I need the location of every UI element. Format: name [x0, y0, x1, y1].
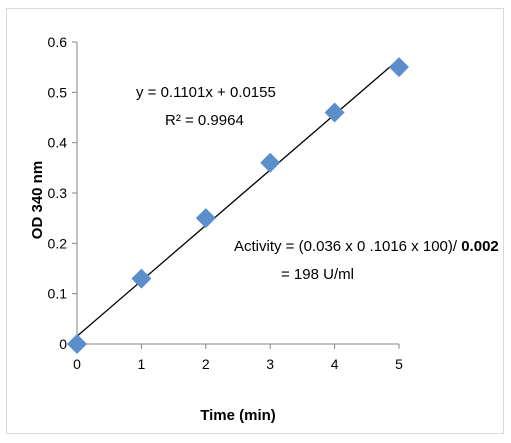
y-tick-label: 0.2	[48, 235, 68, 251]
y-tick-label: 0.1	[48, 286, 68, 302]
tick-labels: 0 0.1 0.2 0.3 0.4 0.5 0.6 0 1 2 3 4 5	[48, 34, 404, 372]
trendline	[76, 58, 400, 337]
activity-formula: Activity = (0.036 x 0 .1016 x 100)/ 0.00…	[234, 238, 499, 255]
x-tick-label: 3	[266, 356, 274, 372]
y-tick-label: 0.5	[48, 84, 68, 100]
x-tick-label: 5	[395, 356, 403, 372]
y-tick-label: 0.3	[48, 185, 68, 201]
y-tick-label: 0.4	[48, 135, 68, 151]
chart-frame	[6, 8, 504, 434]
activity-result: = 198 U/ml	[281, 266, 354, 283]
data-point	[324, 102, 345, 123]
y-axis-label: OD 340 nm	[29, 161, 46, 239]
activity-formula-text: Activity = (0.036 x 0 .1016 x 100)/	[234, 238, 461, 255]
trendline-layer	[76, 58, 400, 337]
data-point	[195, 208, 216, 229]
x-tick-label: 2	[202, 356, 210, 372]
trendline-equation: y = 0.1101x + 0.0155	[136, 84, 276, 101]
x-axis-label: Time (min)	[200, 407, 276, 424]
data-point	[67, 334, 87, 354]
x-tick-label: 1	[138, 356, 146, 372]
data-point	[260, 152, 281, 173]
y-tick-label: 0	[59, 336, 67, 352]
x-tick-label: 4	[331, 356, 339, 372]
r-squared-label: R² = 0.9964	[165, 112, 244, 129]
x-tick-label: 0	[73, 356, 81, 372]
data-point	[131, 268, 152, 289]
data-points	[67, 57, 409, 354]
data-point	[389, 57, 409, 78]
y-tick-label: 0.6	[48, 34, 68, 50]
activity-formula-bold: 0.002	[461, 238, 499, 255]
